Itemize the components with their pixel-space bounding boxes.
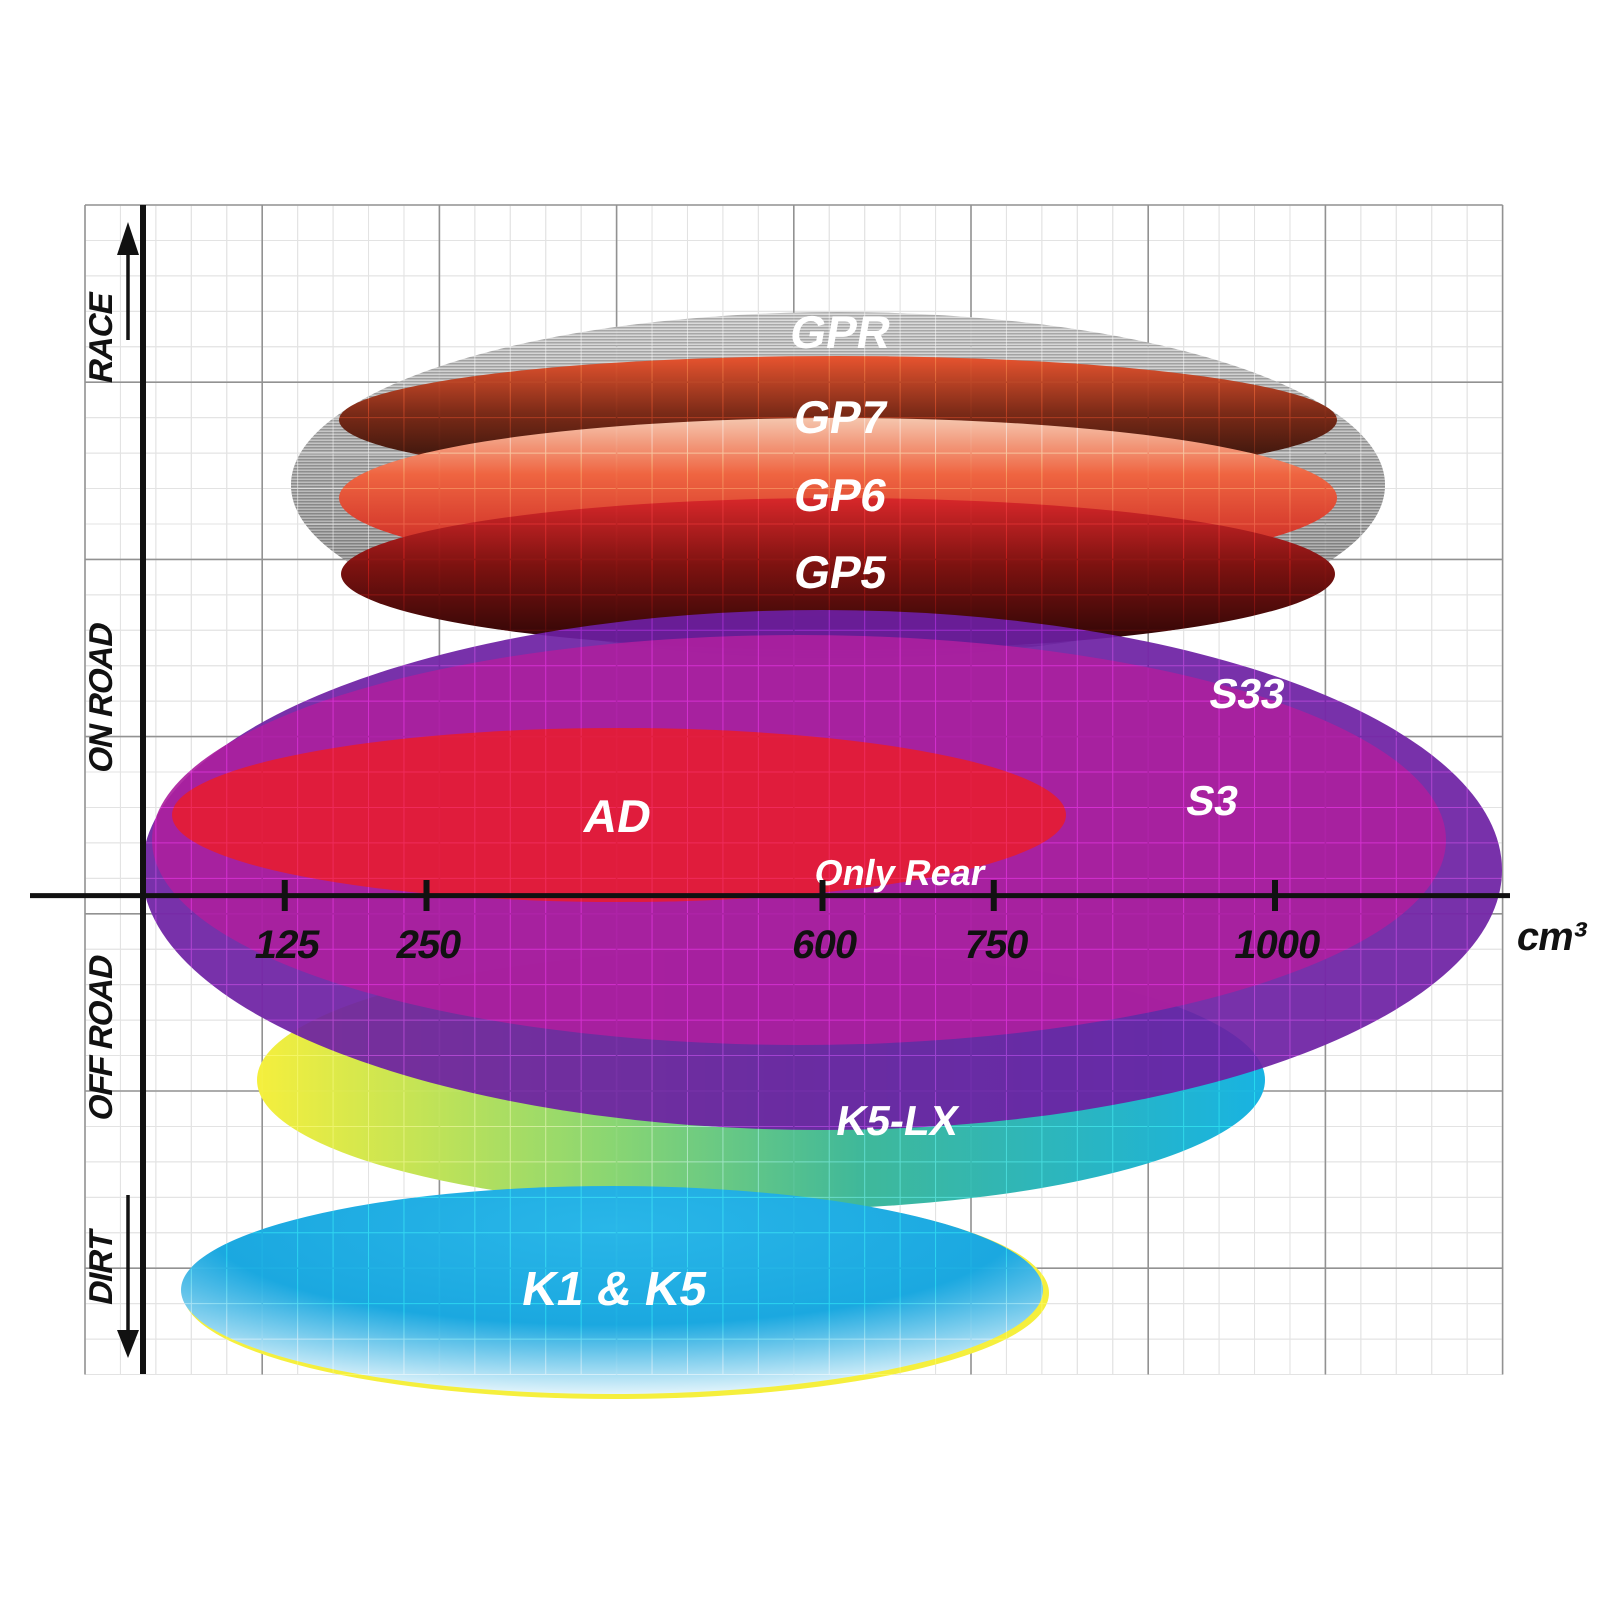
svg-text:GP7: GP7: [790, 391, 891, 443]
svg-text:cm³: cm³: [1513, 914, 1590, 959]
svg-text:DIRT: DIRT: [83, 1226, 120, 1308]
svg-text:GP6: GP6: [790, 469, 891, 521]
svg-text:ON ROAD: ON ROAD: [83, 620, 120, 777]
svg-text:250: 250: [393, 922, 465, 967]
svg-text:GP5: GP5: [790, 546, 891, 598]
svg-text:GPR: GPR: [786, 306, 895, 358]
svg-text:S33: S33: [1206, 670, 1289, 717]
svg-text:OFF ROAD: OFF ROAD: [83, 952, 120, 1124]
svg-text:K1 & K5: K1 & K5: [518, 1262, 711, 1316]
svg-text:750: 750: [960, 922, 1032, 967]
svg-text:AD: AD: [580, 790, 656, 842]
svg-text:600: 600: [789, 922, 861, 967]
svg-text:K5-LX: K5-LX: [833, 1097, 963, 1144]
svg-text:125: 125: [251, 922, 323, 967]
svg-text:S3: S3: [1183, 777, 1243, 824]
svg-text:RACE: RACE: [83, 289, 120, 386]
svg-text:1000: 1000: [1231, 922, 1324, 967]
